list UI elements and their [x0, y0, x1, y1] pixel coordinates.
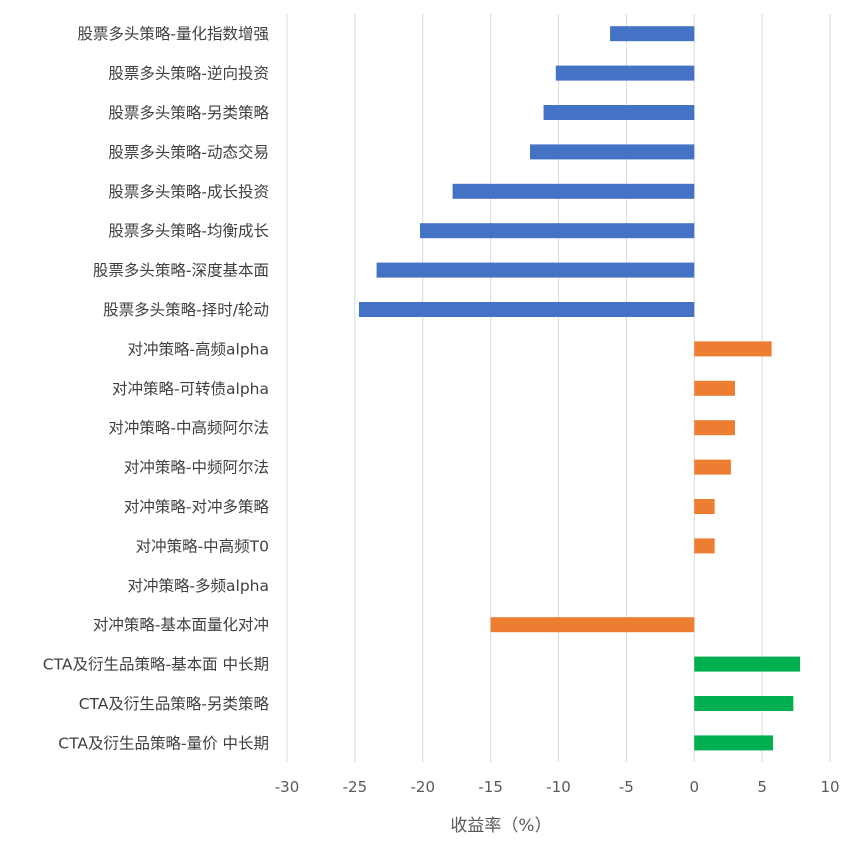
- bar: [694, 696, 794, 711]
- x-tick-label: 0: [689, 778, 699, 796]
- bar: [555, 65, 695, 81]
- x-tick-label: 10: [820, 778, 839, 796]
- category-label: 股票多头策略-成长投资: [108, 183, 269, 201]
- category-label: CTA及衍生品策略-另类策略: [79, 695, 270, 713]
- bar: [358, 302, 695, 317]
- category-label: 对冲策略-中高频阿尔法: [108, 419, 269, 437]
- bar: [694, 459, 731, 475]
- x-axis-title: 收益率（%）: [450, 816, 551, 836]
- bar: [694, 538, 715, 554]
- x-tick-label: -20: [411, 778, 436, 796]
- category-label: 对冲策略-对冲多策略: [124, 498, 270, 516]
- bar: [694, 380, 735, 396]
- x-tick-label: -30: [275, 778, 300, 796]
- bar: [694, 656, 801, 672]
- category-label: 对冲策略-高频alpha: [127, 340, 269, 358]
- category-label: 对冲策略-中高频T0: [136, 537, 269, 555]
- x-tick-label: 5: [757, 778, 767, 796]
- category-label: 对冲策略-多频alpha: [127, 577, 269, 595]
- bars: [358, 26, 801, 751]
- category-label: 对冲策略-可转债alpha: [112, 380, 269, 398]
- bar: [610, 26, 695, 42]
- category-label: 股票多头策略-量化指数增强: [77, 25, 269, 43]
- category-label: 股票多头策略-逆向投资: [108, 65, 269, 83]
- gridlines: [286, 14, 831, 762]
- bar: [452, 183, 695, 199]
- category-label: 股票多头策略-择时/轮动: [103, 301, 269, 319]
- category-label: 股票多头策略-动态交易: [108, 143, 269, 161]
- category-label: 股票多头策略-另类策略: [108, 104, 269, 122]
- bar: [376, 262, 695, 278]
- x-tick-label: -15: [478, 778, 503, 796]
- category-label: 对冲策略-基本面量化对冲: [93, 616, 269, 634]
- bar: [490, 617, 695, 633]
- bar: [420, 223, 695, 239]
- bar: [543, 105, 695, 120]
- x-tick-label: -10: [546, 778, 571, 796]
- x-tick-labels: -30 -25 -20 -15 -10 -5 0 5 10: [275, 778, 840, 796]
- category-label: CTA及衍生品策略-基本面 中长期: [43, 656, 269, 674]
- bar: [694, 499, 715, 514]
- bar: [694, 420, 735, 436]
- x-tick-label: -5: [619, 778, 634, 796]
- category-labels: 股票多头策略-量化指数增强股票多头策略-逆向投资股票多头策略-另类策略股票多头策…: [43, 25, 270, 752]
- x-tick-label: -25: [343, 778, 368, 796]
- category-label: 股票多头策略-深度基本面: [93, 262, 269, 280]
- bar: [694, 341, 772, 357]
- category-label: 对冲策略-中频阿尔法: [124, 459, 269, 477]
- category-label: 股票多头策略-均衡成长: [108, 222, 269, 240]
- bar: [529, 144, 695, 160]
- bar: [694, 735, 773, 751]
- category-label: CTA及衍生品策略-量价 中长期: [58, 734, 269, 752]
